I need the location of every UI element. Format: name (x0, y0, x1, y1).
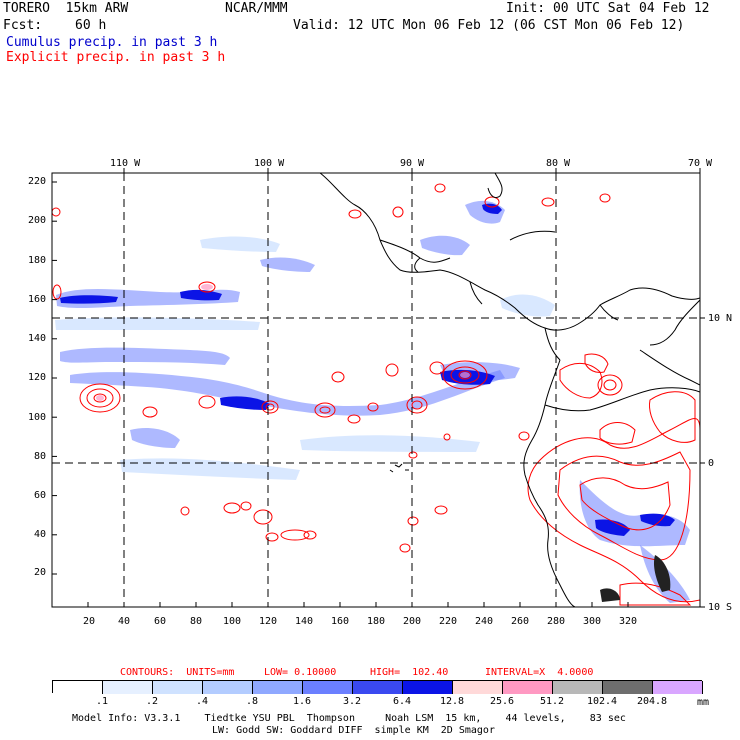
graticule (52, 173, 700, 607)
cumulus-precip-light (55, 236, 555, 480)
colorbar-segment (103, 681, 153, 694)
contour-low: LOW= 0.10000 (264, 667, 337, 678)
y-tick: 100 (28, 412, 47, 423)
x-tick: 40 (118, 616, 131, 627)
x-tick: 100 (223, 616, 242, 627)
lat-label-10s: 10 S (708, 602, 733, 613)
x-tick: 220 (439, 616, 458, 627)
x-tick: 80 (190, 616, 203, 627)
x-tick: 260 (511, 616, 530, 627)
colorbar-segment (553, 681, 603, 694)
map-frame (51, 172, 701, 608)
colorbar-label: 3.2 (342, 696, 362, 707)
explicit-precip-contours (52, 183, 700, 606)
contour-interval: INTERVAL=X 4.0000 (485, 667, 594, 678)
lon-label-80w: 80 W (546, 158, 571, 169)
x-tick: 200 (403, 616, 422, 627)
colorbar-label: 6.4 (392, 696, 412, 707)
coastline (319, 173, 700, 607)
cumulus-legend: Cumulus precip. in past 3 h (6, 35, 218, 50)
colorbar-label: .8 (245, 696, 259, 707)
colorbar-label: .2 (145, 696, 159, 707)
colorbar-segment (453, 681, 503, 694)
forecast-label: Fcst: (3, 18, 43, 33)
contour-units: CONTOURS: UNITS=mm (120, 667, 235, 678)
y-tick: 120 (28, 372, 47, 383)
colorbar-segment (203, 681, 253, 694)
x-tick: 320 (619, 616, 638, 627)
y-tick: 20 (34, 567, 47, 578)
contour-high: HIGH= 102.40 (370, 667, 449, 678)
colorbar-segment (503, 681, 553, 694)
x-tick: 140 (295, 616, 314, 627)
x-tick: 180 (367, 616, 386, 627)
x-tick: 240 (475, 616, 494, 627)
y-tick: 200 (28, 215, 47, 226)
x-tick: 120 (259, 616, 278, 627)
colorbar-segment (403, 681, 453, 694)
colorbar-label: 12.8 (439, 696, 465, 707)
colorbar-label: 204.8 (636, 696, 668, 707)
x-tick: 60 (154, 616, 167, 627)
y-tick: 80 (34, 451, 47, 462)
explicit-legend: Explicit precip. in past 3 h (6, 50, 226, 65)
model-info-line2: LW: Godd SW: Goddard DIFF simple KM 2D S… (212, 725, 495, 736)
lon-label-70w: 70 W (688, 158, 713, 169)
y-tick: 140 (28, 333, 47, 344)
colorbar-segment (653, 681, 703, 694)
x-tick: 280 (547, 616, 566, 627)
precip-colorbar (52, 680, 703, 694)
colorbar-label: 25.6 (489, 696, 515, 707)
org-label: NCAR/MMM (225, 1, 288, 16)
lat-label-0: 0 (708, 458, 715, 469)
colorbar-labels: .1 .2 .4 .8 1.6 3.2 6.4 12.8 25.6 51.2 102.4 204.8 (52, 696, 702, 708)
y-tick: 220 (28, 176, 47, 187)
colorbar-label: 102.4 (586, 696, 618, 707)
colorbar-segment (353, 681, 403, 694)
colorbar-label: .4 (195, 696, 209, 707)
y-tick: 60 (34, 490, 47, 501)
x-tick: 300 (583, 616, 602, 627)
model-info-line1: Model Info: V3.3.1 Tiedtke YSU PBL Thomp… (72, 713, 626, 724)
forecast-hours: 60 h (75, 18, 107, 33)
y-tick: 180 (28, 255, 47, 266)
lon-label-110w: 110 W (110, 158, 141, 169)
explicit-precip-pink-fill (96, 284, 470, 401)
x-tick: 160 (331, 616, 350, 627)
colorbar-segment (253, 681, 303, 694)
colorbar-label: 1.6 (292, 696, 312, 707)
lon-label-90w: 90 W (400, 158, 425, 169)
colorbar-label: 51.2 (539, 696, 565, 707)
cumulus-precip-heavy (60, 203, 675, 536)
model-title: TORERO 15km ARW (3, 1, 129, 16)
x-tick: 20 (83, 616, 96, 627)
valid-time: Valid: 12 UTC Mon 06 Feb 12 (06 CST Mon … (293, 18, 685, 33)
cumulus-precip-areas (56, 200, 690, 603)
colorbar-unit: mm (697, 697, 710, 708)
colorbar-segment (303, 681, 353, 694)
colorbar-segment (603, 681, 653, 694)
colorbar-segment (53, 681, 103, 694)
explicit-precip-dark-fill (600, 555, 671, 602)
y-tick: 40 (34, 529, 47, 540)
colorbar-segment (153, 681, 203, 694)
init-time: Init: 00 UTC Sat 04 Feb 12 (506, 1, 710, 16)
lon-label-100w: 100 W (254, 158, 285, 169)
lat-label-10n: 10 N (708, 313, 733, 324)
colorbar-label: .1 (95, 696, 109, 707)
y-tick: 160 (28, 294, 47, 305)
